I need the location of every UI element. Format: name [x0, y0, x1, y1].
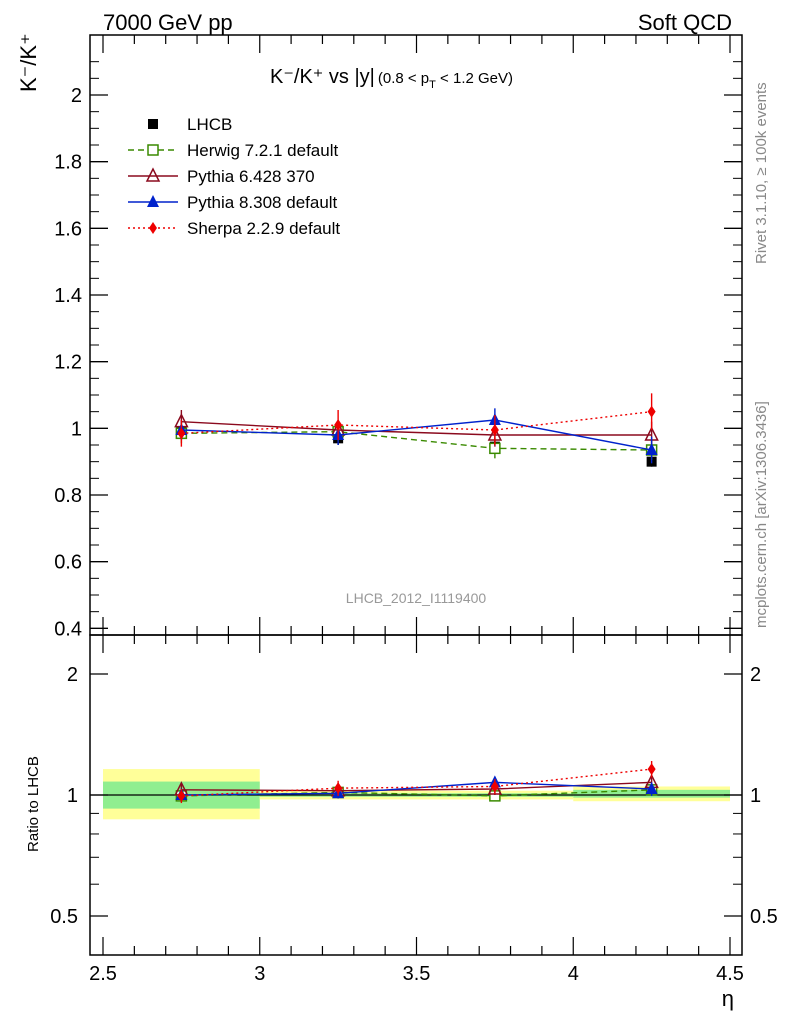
main-ytick-label: 2 — [71, 85, 82, 107]
ratio-xtick-label: 3 — [254, 963, 265, 985]
legend-entry-sherpa: Sherpa 2.2.9 default — [128, 219, 340, 238]
series-sherpa — [177, 393, 656, 447]
legend-entry-pythia8: Pythia 8.308 default — [128, 193, 338, 212]
header-right: Soft QCD — [638, 10, 732, 35]
legend-label-data: LHCB — [187, 115, 232, 134]
ratio-point-sherpa — [334, 782, 343, 795]
series-pythia8 — [175, 408, 658, 464]
analysis-watermark: LHCB_2012_I1119400 — [346, 590, 487, 606]
header-left: 7000 GeV pp — [103, 10, 233, 35]
mcplots-label: mcplots.cern.ch [arXiv:1306.3436] — [753, 401, 770, 628]
legend-marker-data — [148, 119, 158, 129]
main-ytick-label: 0.4 — [54, 618, 82, 640]
ratio-ytick-label: 0.5 — [50, 906, 78, 928]
ratio-panel-series — [174, 760, 659, 804]
ratio-y-axis-label: Ratio to LHCB — [25, 756, 42, 852]
legend-marker-pythia8 — [147, 195, 159, 207]
plot-title: K⁻/K⁺ vs |y| (0.8 < pT < 1.2 GeV) — [270, 66, 513, 91]
ratio-line-sherpa — [181, 768, 652, 797]
rivet-label: Rivet 3.1.10, ≥ 100k events — [753, 82, 770, 264]
main-y-axis-label: K⁻/K⁺ — [16, 33, 41, 92]
series-line-herwig — [181, 430, 652, 451]
ratio-line-herwig — [181, 789, 652, 797]
series-data — [176, 425, 657, 467]
ratio-point-pythia8 — [645, 781, 658, 794]
legend-entry-pythia6: Pythia 6.428 370 — [128, 167, 315, 186]
legend-label-sherpa: Sherpa 2.2.9 default — [187, 219, 340, 238]
main-ytick-label: 1.8 — [54, 152, 82, 174]
point-sherpa — [647, 405, 656, 418]
point-sherpa — [177, 427, 186, 440]
ratio-point-sherpa — [647, 763, 656, 776]
legend-label-herwig: Herwig 7.2.1 default — [187, 141, 338, 160]
ratio-ytick-label: 1 — [67, 785, 78, 807]
legend-marker-sherpa — [149, 222, 157, 234]
main-ytick-label: 1.2 — [54, 352, 82, 374]
main-panel-series — [174, 393, 659, 467]
ratio-point-sherpa — [490, 780, 499, 793]
ratio-ytick-label-right: 1 — [750, 785, 761, 807]
legend-entry-data: LHCB — [148, 115, 232, 134]
main-ytick-label: 0.8 — [54, 485, 82, 507]
legend-label-pythia8: Pythia 8.308 default — [187, 193, 338, 212]
series-line-sherpa — [181, 410, 652, 435]
x-axis-label: η — [722, 986, 734, 1011]
legend-marker-pythia6 — [145, 167, 161, 182]
legend-label-pythia6: Pythia 6.428 370 — [187, 167, 315, 186]
ratio-series-sherpa — [177, 760, 656, 804]
point-pythia8 — [645, 443, 658, 455]
axes-ticks: 0.4 0.6 0.8 1 1.2 1.4 1.6 1.8 2 2.5 3 3.5 4 4.5 0.5 0.5… — [50, 35, 778, 985]
point-sherpa — [334, 419, 343, 431]
ratio-xtick-label: 4.5 — [716, 963, 744, 985]
ratio-ytick-label: 2 — [67, 664, 78, 686]
point-sherpa — [490, 424, 499, 436]
ratio-ytick-label-right: 0.5 — [750, 906, 778, 928]
ratio-xtick-label: 4 — [568, 963, 579, 985]
ratio-point-sherpa — [177, 789, 186, 802]
ratio-xtick-label: 3.5 — [403, 963, 431, 985]
main-ytick-label: 0.6 — [54, 552, 82, 574]
ratio-ytick-label-right: 2 — [750, 664, 761, 686]
main-ytick-label: 1.6 — [54, 218, 82, 240]
ratio-xtick-label: 2.5 — [89, 963, 117, 985]
main-ytick-label: 1 — [71, 418, 82, 440]
legend: LHCB Herwig 7.2.1 default Pythia 6.428 370… — [128, 115, 340, 238]
legend-marker-herwig — [147, 144, 159, 156]
legend-entry-herwig: Herwig 7.2.1 default — [128, 141, 338, 160]
main-ytick-label: 1.4 — [54, 285, 82, 307]
